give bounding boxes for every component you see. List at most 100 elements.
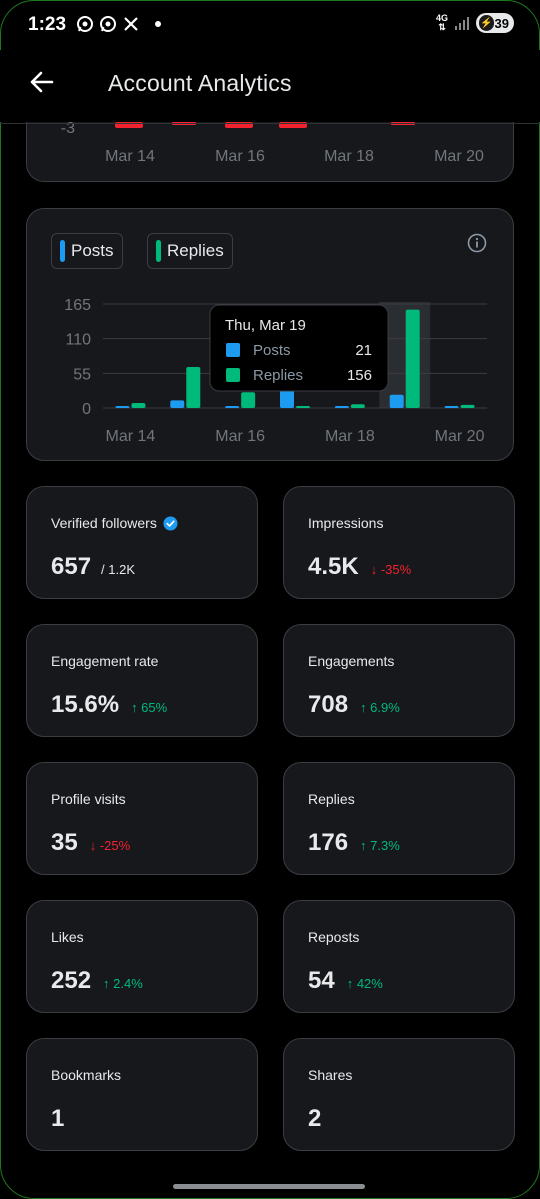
stat-label: Engagement rate [51, 653, 158, 669]
page-title: Account Analytics [108, 70, 292, 96]
replies-bar [460, 404, 475, 408]
network-type: 4G ⇅ [435, 13, 448, 32]
stat-value-row: 15.6% ↑ 65% [51, 691, 167, 719]
posts-bar [444, 406, 459, 408]
stat-label-text: Impressions [308, 515, 384, 531]
tooltip-replies-swatch [226, 368, 240, 382]
posts-replies-chart[interactable]: 165 110 55 0 Mar 14 Mar 16 Mar 18 Mar 20 Thu, Ma… [27, 209, 515, 462]
stat-label-text: Profile visits [51, 791, 126, 807]
legend-posts-swatch [60, 240, 65, 262]
stat-change: ↑ 2.4% [103, 976, 143, 991]
legend-replies-swatch [156, 240, 161, 262]
stat-card-replies[interactable]: Replies 176 ↑ 7.3% [283, 762, 515, 875]
stat-value-row: 252 ↑ 2.4% [51, 967, 143, 995]
stat-change: ↑ 6.9% [360, 700, 400, 715]
replies-bar [405, 309, 420, 408]
y-tick-label: 165 [64, 297, 91, 314]
legend-replies[interactable]: Replies [147, 233, 233, 269]
top-chart-ytick: -3 [61, 120, 75, 137]
chart-tooltip: Thu, Mar 19 Posts 21 Replies 156 [209, 304, 389, 392]
replies-bar [241, 392, 256, 408]
stat-change: ↑ 65% [131, 700, 168, 715]
info-icon[interactable] [467, 233, 487, 253]
stat-value-row: 1 [51, 1105, 64, 1133]
stat-value: 176 [308, 829, 349, 856]
legend-posts-label: Posts [71, 241, 114, 260]
y-tick-label: 55 [73, 366, 91, 383]
tooltip-posts-label: Posts [253, 342, 291, 359]
top-chart-xtick: Mar 18 [324, 148, 374, 165]
stat-value-row: 657 / 1.2K [51, 553, 135, 581]
stat-label: Impressions [308, 515, 383, 531]
tooltip-replies-label: Replies [253, 367, 303, 384]
stat-label: Reposts [308, 929, 359, 945]
stat-total: / 1.2K [101, 562, 136, 577]
header-divider [0, 123, 540, 124]
posts-bar [170, 400, 185, 408]
stat-value-row: 35 ↓ -25% [51, 829, 130, 857]
stat-change: ↑ 42% [346, 976, 383, 991]
stat-value-row: 54 ↑ 42% [308, 967, 383, 995]
stat-label-text: Replies [308, 791, 355, 807]
posts-bar [115, 406, 130, 408]
stat-change: ↓ -25% [89, 838, 131, 853]
x-logo-icon [122, 15, 140, 33]
battery-indicator: ⚡ 39 [476, 13, 514, 33]
posts-bar [334, 406, 349, 408]
stat-card-engagement-rate[interactable]: Engagement rate 15.6% ↑ 65% [26, 624, 258, 737]
tooltip-replies-value: 156 [347, 367, 372, 384]
stat-card-shares[interactable]: Shares 2 [283, 1038, 515, 1151]
stat-value-row: 4.5K ↓ -35% [308, 553, 411, 581]
stat-label: Likes [51, 929, 84, 945]
replies-bar [296, 406, 310, 408]
more-notifications-dot [155, 21, 161, 27]
stat-card-verified-followers[interactable]: Verified followers 657 / 1.2K [26, 486, 258, 599]
stat-value: 2 [308, 1105, 322, 1132]
stat-label: Engagements [308, 653, 394, 669]
stat-value-row: 2 [308, 1105, 321, 1133]
stat-change: ↓ -35% [370, 562, 412, 577]
charging-icon: ⚡ [479, 15, 494, 31]
stat-value: 657 [51, 553, 92, 580]
stat-card-bookmarks[interactable]: Bookmarks 1 [26, 1038, 258, 1151]
top-chart-xtick: Mar 14 [105, 148, 155, 165]
signal-icon [455, 17, 469, 30]
stat-card-likes[interactable]: Likes 252 ↑ 2.4% [26, 900, 258, 1013]
tooltip-posts-value: 21 [355, 342, 372, 359]
posts-bar [225, 406, 240, 408]
stat-value-row: 176 ↑ 7.3% [308, 829, 400, 857]
whatsapp-business-icon [99, 15, 117, 33]
y-tick-label: 110 [65, 332, 91, 349]
stat-change: ↑ 7.3% [360, 838, 400, 853]
top-chart-xtick: Mar 16 [215, 148, 265, 165]
stat-label-text: Bookmarks [51, 1067, 122, 1083]
stat-value: 15.6% [51, 691, 120, 718]
top-chart-xtick: Mar 20 [434, 148, 484, 165]
x-tick-label: Mar 14 [106, 428, 156, 445]
stat-label: Bookmarks [51, 1067, 121, 1083]
system-icons: 4G ⇅ ⚡ 39 [436, 13, 514, 33]
stat-card-impressions[interactable]: Impressions 4.5K ↓ -35% [283, 486, 515, 599]
notification-icons [76, 15, 161, 33]
tooltip-box [209, 304, 389, 392]
stat-value: 4.5K [308, 553, 359, 580]
stat-card-engagements[interactable]: Engagements 708 ↑ 6.9% [283, 624, 515, 737]
back-arrow-icon[interactable] [26, 66, 58, 98]
stat-card-profile-visits[interactable]: Profile visits 35 ↓ -25% [26, 762, 258, 875]
stat-label-text: Verified followers [51, 515, 157, 531]
x-tick-label: Mar 16 [215, 428, 265, 445]
stat-value: 54 [308, 967, 335, 994]
stat-label: Verified followers [51, 515, 178, 531]
stat-label-text: Shares [308, 1067, 353, 1083]
stat-value: 35 [51, 829, 78, 856]
status-time: 1:23 [28, 14, 67, 35]
replies-bar [186, 367, 201, 408]
stat-value: 708 [308, 691, 349, 718]
legend-replies-label: Replies [167, 241, 224, 260]
home-indicator[interactable] [173, 1184, 365, 1189]
legend-posts[interactable]: Posts [51, 233, 123, 269]
stat-card-reposts[interactable]: Reposts 54 ↑ 42% [283, 900, 515, 1013]
stat-label-text: Engagement rate [51, 653, 159, 669]
y-tick-label: 0 [82, 401, 91, 418]
stat-label: Shares [308, 1067, 352, 1083]
